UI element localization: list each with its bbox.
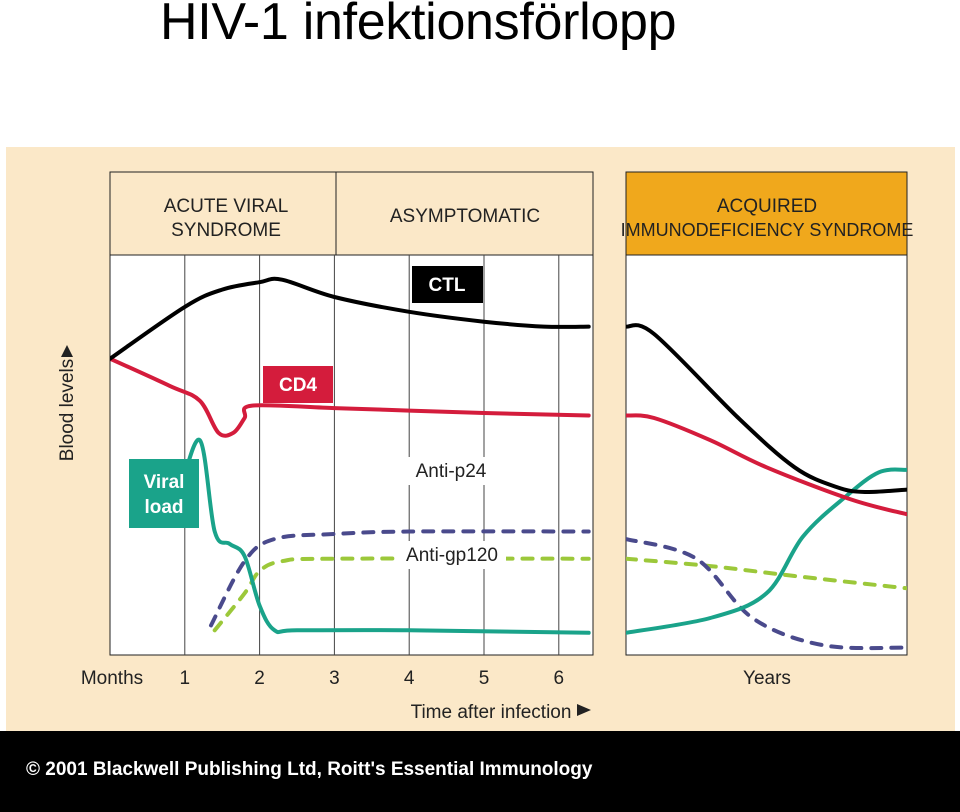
copyright-text: © 2001 Blackwell Publishing Ltd, Roitt's…: [26, 759, 593, 780]
phase-label-acute-line2: SYNDROME: [171, 220, 281, 241]
cd4-label-box: [263, 366, 333, 403]
anti-p24-label: Anti-p24: [416, 461, 487, 482]
month-tick-1: 1: [180, 668, 191, 689]
series-anti-gp120-line-years: [626, 556, 907, 591]
y-axis-title: Blood levels: [57, 359, 78, 461]
series-anti-p24-line-months: [209, 529, 591, 628]
months-plot-area: [109, 254, 594, 656]
viral-load-label-line2: load: [144, 497, 183, 518]
phase-label-aids-line2: IMMUNODEFICIENCY SYNDROME: [621, 220, 914, 240]
anti-gp120-label: Anti-gp120: [406, 545, 498, 566]
phase-label-acute-line1: ACUTE VIRAL: [164, 196, 289, 217]
series-ctl-line-months: [110, 276, 591, 361]
months-axis-label: Months: [81, 668, 143, 689]
month-tick-2: 2: [254, 668, 265, 689]
phase-header-aids: [625, 171, 908, 256]
anti-p24-label-bg: [406, 457, 496, 485]
x-axis-title: Time after infection: [411, 702, 572, 723]
slide-title: HIV-1 infektionsförlopp: [160, 0, 677, 51]
series-viral-load-line-months: [160, 438, 591, 635]
ctl-label-box: [412, 266, 483, 303]
years-plot-area: [625, 254, 908, 656]
cd4-label: CD4: [279, 375, 317, 396]
anti-gp120-label-bg: [398, 541, 506, 569]
series-viral-load-line-years: [626, 467, 907, 635]
years-axis-label: Years: [743, 668, 791, 689]
month-gridlines: [184, 255, 560, 655]
y-axis-arrow-icon: [61, 345, 73, 357]
series-anti-p24-line-years: [626, 537, 907, 651]
viral-load-label-box: [129, 459, 199, 528]
month-tick-5: 5: [479, 668, 490, 689]
ctl-label: CTL: [429, 275, 466, 296]
x-axis-arrow-icon: [577, 704, 591, 716]
phase-label-asymptomatic: ASYMPTOMATIC: [390, 206, 540, 227]
series-cd4-line-years: [626, 413, 907, 517]
month-tick-4: 4: [404, 668, 415, 689]
series-cd4-line-months: [110, 356, 591, 438]
month-tick-3: 3: [329, 668, 340, 689]
month-tick-labels: 1 2 3 4 5 6: [180, 668, 565, 689]
figure: ACUTE VIRAL SYNDROME ASYMPTOMATIC ACQUIR…: [6, 147, 955, 731]
month-tick-6: 6: [554, 668, 565, 689]
series-ctl-line-years: [626, 323, 907, 495]
phase-header-asymptomatic: [335, 171, 594, 256]
copyright-bar: © 2001 Blackwell Publishing Ltd, Roitt's…: [0, 731, 960, 812]
viral-load-label-line1: Viral: [144, 472, 185, 493]
phase-label-aids-line1: ACQUIRED: [717, 196, 817, 217]
